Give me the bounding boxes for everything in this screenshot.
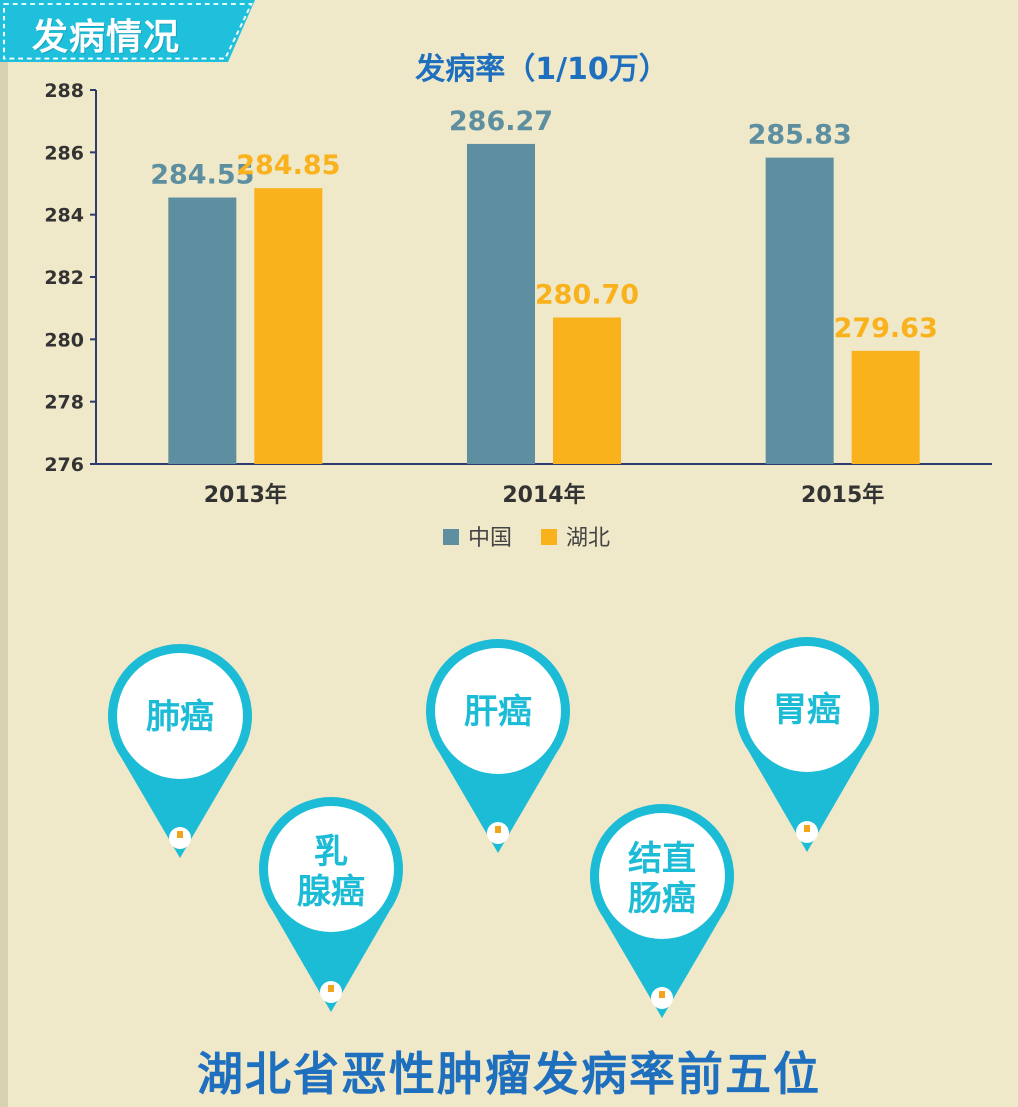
y-tick-label: 288 (44, 80, 84, 102)
legend-swatch (443, 529, 459, 545)
left-frame-strip (0, 0, 8, 1107)
pin-label: 胃癌 (773, 690, 841, 730)
y-tick-label: 286 (44, 142, 84, 164)
y-tick-label: 276 (44, 454, 84, 476)
bar-中国-2015年 (765, 157, 834, 465)
bar-湖北-2013年 (254, 188, 323, 465)
bar-中国-2014年 (467, 143, 535, 464)
pin-face (744, 646, 870, 772)
pin-2: 乳腺癌 (259, 797, 403, 1012)
legend-label: 湖北 (566, 526, 610, 551)
bar-湖北-2015年 (851, 350, 920, 464)
bottom-title: 湖北省恶性肿瘤发病率前五位 (197, 1047, 821, 1101)
section-banner: 发病情况 (0, 0, 270, 70)
pin-label: 肺癌 (146, 697, 214, 737)
pin-dot-mark (328, 985, 334, 992)
bar-中国-2013年 (168, 197, 237, 464)
pin-label: 肠癌 (628, 879, 696, 919)
data-label: 284.55 (150, 160, 254, 191)
pin-face (268, 806, 394, 932)
bar-湖北-2014年 (553, 317, 621, 464)
pin-face (117, 653, 243, 779)
pin-3: 肝癌 (426, 639, 570, 853)
data-label: 279.63 (834, 313, 938, 344)
legend-swatch (541, 529, 557, 545)
incidence-bar-chart: 发病率（1/10万） 276 278 280 282 284 286 288 284.55284… (44, 52, 992, 551)
pin-label: 结直 (628, 839, 696, 879)
banner-ribbon (0, 0, 255, 62)
y-tick-label: 278 (44, 392, 84, 414)
x-tick-label: 2013年 (204, 482, 287, 508)
chart-title: 发病率（1/10万） (414, 52, 669, 87)
data-label: 280.70 (535, 280, 639, 311)
pin-1: 肺癌 (108, 644, 252, 858)
pin-label: 腺癌 (297, 872, 365, 912)
data-label: 286.27 (449, 106, 553, 137)
section-title: 发病情况 (32, 17, 181, 58)
pin-face (435, 648, 561, 774)
y-tick-label: 284 (44, 205, 84, 227)
pin-label: 乳 (314, 832, 348, 872)
pin-face (599, 813, 725, 939)
legend-label: 中国 (468, 526, 512, 551)
pin-dot-mark (177, 831, 183, 838)
pin-label: 肝癌 (464, 692, 532, 732)
pin-dot-mark (659, 991, 665, 998)
data-label: 285.83 (748, 120, 852, 151)
x-tick-label: 2015年 (801, 482, 884, 508)
data-label: 284.85 (236, 150, 340, 181)
y-tick-label: 280 (44, 329, 84, 351)
pin-5: 胃癌 (734, 637, 879, 852)
pin-dot-mark (804, 825, 810, 832)
pin-dot-mark (495, 826, 501, 833)
x-tick-label: 2014年 (502, 482, 585, 508)
y-tick-label: 282 (44, 267, 84, 289)
